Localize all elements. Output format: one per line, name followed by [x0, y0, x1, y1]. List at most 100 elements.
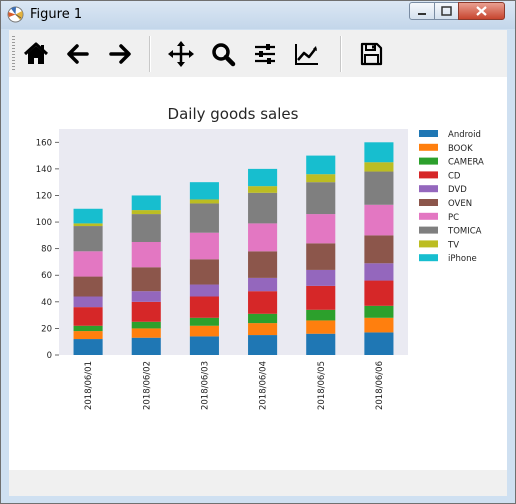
figure-canvas[interactable]: Daily goods sales 0 20 40 60 80 100 120 140 160 …	[9, 77, 507, 470]
window-title: Figure 1	[30, 7, 83, 22]
bar-segment-dvd	[73, 296, 103, 308]
legend-label: iPhone	[448, 254, 477, 264]
legend-label: TV	[447, 240, 459, 250]
toolbar-separator	[149, 36, 151, 72]
bar-segment-dvd	[189, 284, 219, 297]
bar-segment-iphone	[248, 168, 278, 187]
toolbar-separator	[340, 36, 342, 72]
bar-segment-oven	[131, 267, 161, 292]
bar-segment-android	[73, 339, 103, 355]
bar-segment-tomica	[364, 171, 394, 205]
bar-segment-tv	[189, 199, 219, 204]
plot-area	[59, 129, 408, 355]
sliders-icon	[255, 44, 275, 64]
bar-segment-tv	[364, 162, 394, 172]
client-area: Daily goods sales 0 20 40 60 80 100 120 140 160 …	[9, 30, 507, 496]
back-button[interactable]	[60, 36, 96, 72]
bar-segment-pc	[306, 214, 336, 244]
y-tick-label: 20	[41, 324, 52, 334]
y-tick-label: 0	[47, 351, 52, 361]
legend-label: TOMICA	[447, 227, 482, 237]
toolbar-grip[interactable]	[12, 36, 15, 72]
bar-segment-camera	[73, 325, 103, 332]
bar-segment-android	[248, 335, 278, 355]
bar-segment-book	[364, 317, 394, 333]
bar-segment-tv	[248, 186, 278, 193]
bar-segment-book	[131, 328, 161, 338]
bar-segment-tomica	[306, 182, 336, 215]
bar-segment-android	[131, 337, 161, 355]
bar-segment-iphone	[306, 155, 336, 175]
legend-swatch	[419, 199, 438, 206]
bar-segment-oven	[306, 243, 336, 270]
legend-label: CAMERA	[448, 158, 484, 168]
bar-segment-tomica	[73, 226, 103, 252]
bar-segment-pc	[73, 251, 103, 277]
y-axis: 0 20 40 60 80 100 120 140 160	[36, 138, 59, 361]
bar-segment-android	[306, 333, 336, 355]
y-tick-label: 80	[41, 245, 52, 255]
bar-segment-tv	[131, 210, 161, 215]
bar-segment-camera	[248, 313, 278, 324]
bar-segment-tv	[73, 223, 103, 227]
bar-segment-pc	[189, 232, 219, 260]
bar-segment-iphone	[73, 208, 103, 224]
bar-segment-dvd	[131, 291, 161, 302]
y-tick-label: 40	[41, 298, 52, 308]
legend-swatch	[419, 240, 438, 248]
bar-segment-cd	[306, 285, 336, 310]
bar-segment-cd	[131, 301, 161, 322]
status-bar	[9, 470, 507, 496]
bar-segment-cd	[248, 291, 278, 314]
maximize-button[interactable]	[434, 2, 459, 20]
legend-swatch	[419, 226, 438, 234]
line-chart-icon	[295, 44, 318, 65]
bar-segment-book	[73, 331, 103, 340]
bar-segment-android	[364, 332, 394, 355]
legend-swatch	[419, 171, 438, 179]
legend-swatch	[419, 130, 438, 137]
bar-segment-tv	[306, 174, 336, 183]
y-tick-label: 100	[36, 218, 52, 228]
y-tick-label: 140	[36, 165, 52, 175]
save-button[interactable]	[353, 36, 389, 72]
legend-swatch	[419, 212, 438, 220]
legend-label: BOOK	[448, 144, 473, 154]
stacked-bar-chart: Daily goods sales 020406080100120140160 …	[36, 105, 484, 410]
x-tick-label: 2018/06/06	[375, 361, 385, 410]
bar-segment-cd	[364, 280, 394, 306]
bar-segment-dvd	[364, 263, 394, 281]
x-tick-label: 2018/06/01	[84, 361, 94, 410]
arrow-left-icon	[67, 44, 89, 64]
bar-segment-iphone	[364, 142, 394, 163]
edit-axis-button[interactable]	[289, 36, 325, 72]
bar-segment-pc	[131, 242, 161, 268]
maximize-icon	[441, 6, 452, 16]
pan-button[interactable]	[163, 36, 199, 72]
x-axis: 2018/06/01 2018/06/02 2018/06/03 2018/06/04…	[84, 361, 385, 410]
legend-swatch	[419, 185, 438, 193]
chart-title: Daily goods sales	[168, 105, 299, 123]
legend-label: Android	[448, 130, 481, 140]
bar-segment-pc	[364, 204, 394, 236]
bar-segment-cd	[189, 296, 219, 318]
minimize-button[interactable]	[409, 2, 435, 20]
forward-button[interactable]	[102, 36, 138, 72]
bar-segment-iphone	[131, 195, 161, 211]
bar-segment-oven	[364, 235, 394, 264]
home-button[interactable]	[18, 36, 54, 72]
bar-segment-book	[189, 325, 219, 337]
bars-group	[73, 142, 394, 355]
legend-swatch	[419, 254, 438, 262]
bar-segment-camera	[364, 305, 394, 318]
close-button[interactable]	[458, 2, 505, 20]
x-tick-label: 2018/06/03	[200, 361, 210, 410]
arrow-right-icon	[109, 44, 131, 64]
subplots-button[interactable]	[247, 36, 283, 72]
navigation-toolbar	[9, 30, 507, 77]
x-tick-label: 2018/06/05	[317, 361, 327, 410]
zoom-button[interactable]	[205, 36, 241, 72]
bar-segment-tomica	[189, 203, 219, 233]
title-bar[interactable]: Figure 1	[1, 1, 515, 29]
bar-segment-camera	[189, 317, 219, 326]
